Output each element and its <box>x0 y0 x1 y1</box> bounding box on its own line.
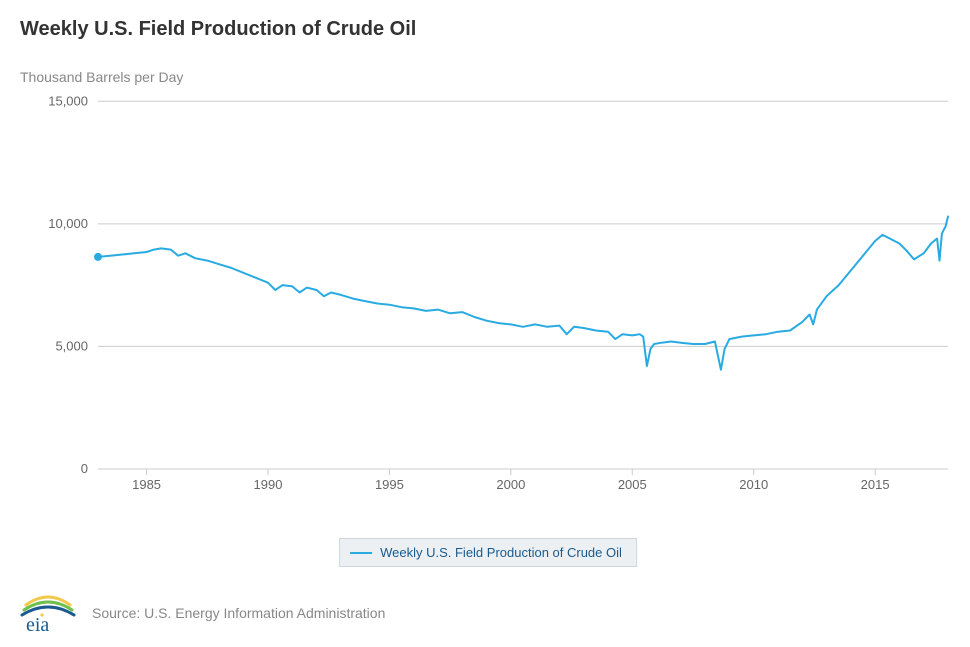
eia-logo-icon: eia <box>18 593 78 633</box>
svg-text:15,000: 15,000 <box>48 93 88 108</box>
legend-label: Weekly U.S. Field Production of Crude Oi… <box>380 545 622 560</box>
svg-text:2010: 2010 <box>739 477 768 489</box>
legend-swatch <box>350 552 372 554</box>
svg-text:eia: eia <box>26 614 49 633</box>
line-chart: 0 5,000 10,000 15,000 1985 1990 1995 2000 2005 20… <box>18 89 958 489</box>
y-axis-label: Thousand Barrels per Day <box>20 69 958 85</box>
source-text: Source: U.S. Energy Information Administ… <box>92 605 385 621</box>
chart-area: 0 5,000 10,000 15,000 1985 1990 1995 2000 2005 20… <box>18 89 958 519</box>
page: Weekly U.S. Field Production of Crude Oi… <box>0 0 970 647</box>
svg-text:1995: 1995 <box>375 477 404 489</box>
chart-title: Weekly U.S. Field Production of Crude Oi… <box>20 18 958 41</box>
svg-text:1990: 1990 <box>254 477 283 489</box>
svg-text:0: 0 <box>81 461 88 476</box>
svg-text:1985: 1985 <box>132 477 161 489</box>
svg-text:10,000: 10,000 <box>48 216 88 231</box>
svg-text:2000: 2000 <box>496 477 525 489</box>
footer: eia Source: U.S. Energy Information Admi… <box>18 593 385 633</box>
svg-text:5,000: 5,000 <box>55 338 88 353</box>
svg-text:2015: 2015 <box>861 477 890 489</box>
svg-text:2005: 2005 <box>618 477 647 489</box>
legend: Weekly U.S. Field Production of Crude Oi… <box>339 538 637 567</box>
